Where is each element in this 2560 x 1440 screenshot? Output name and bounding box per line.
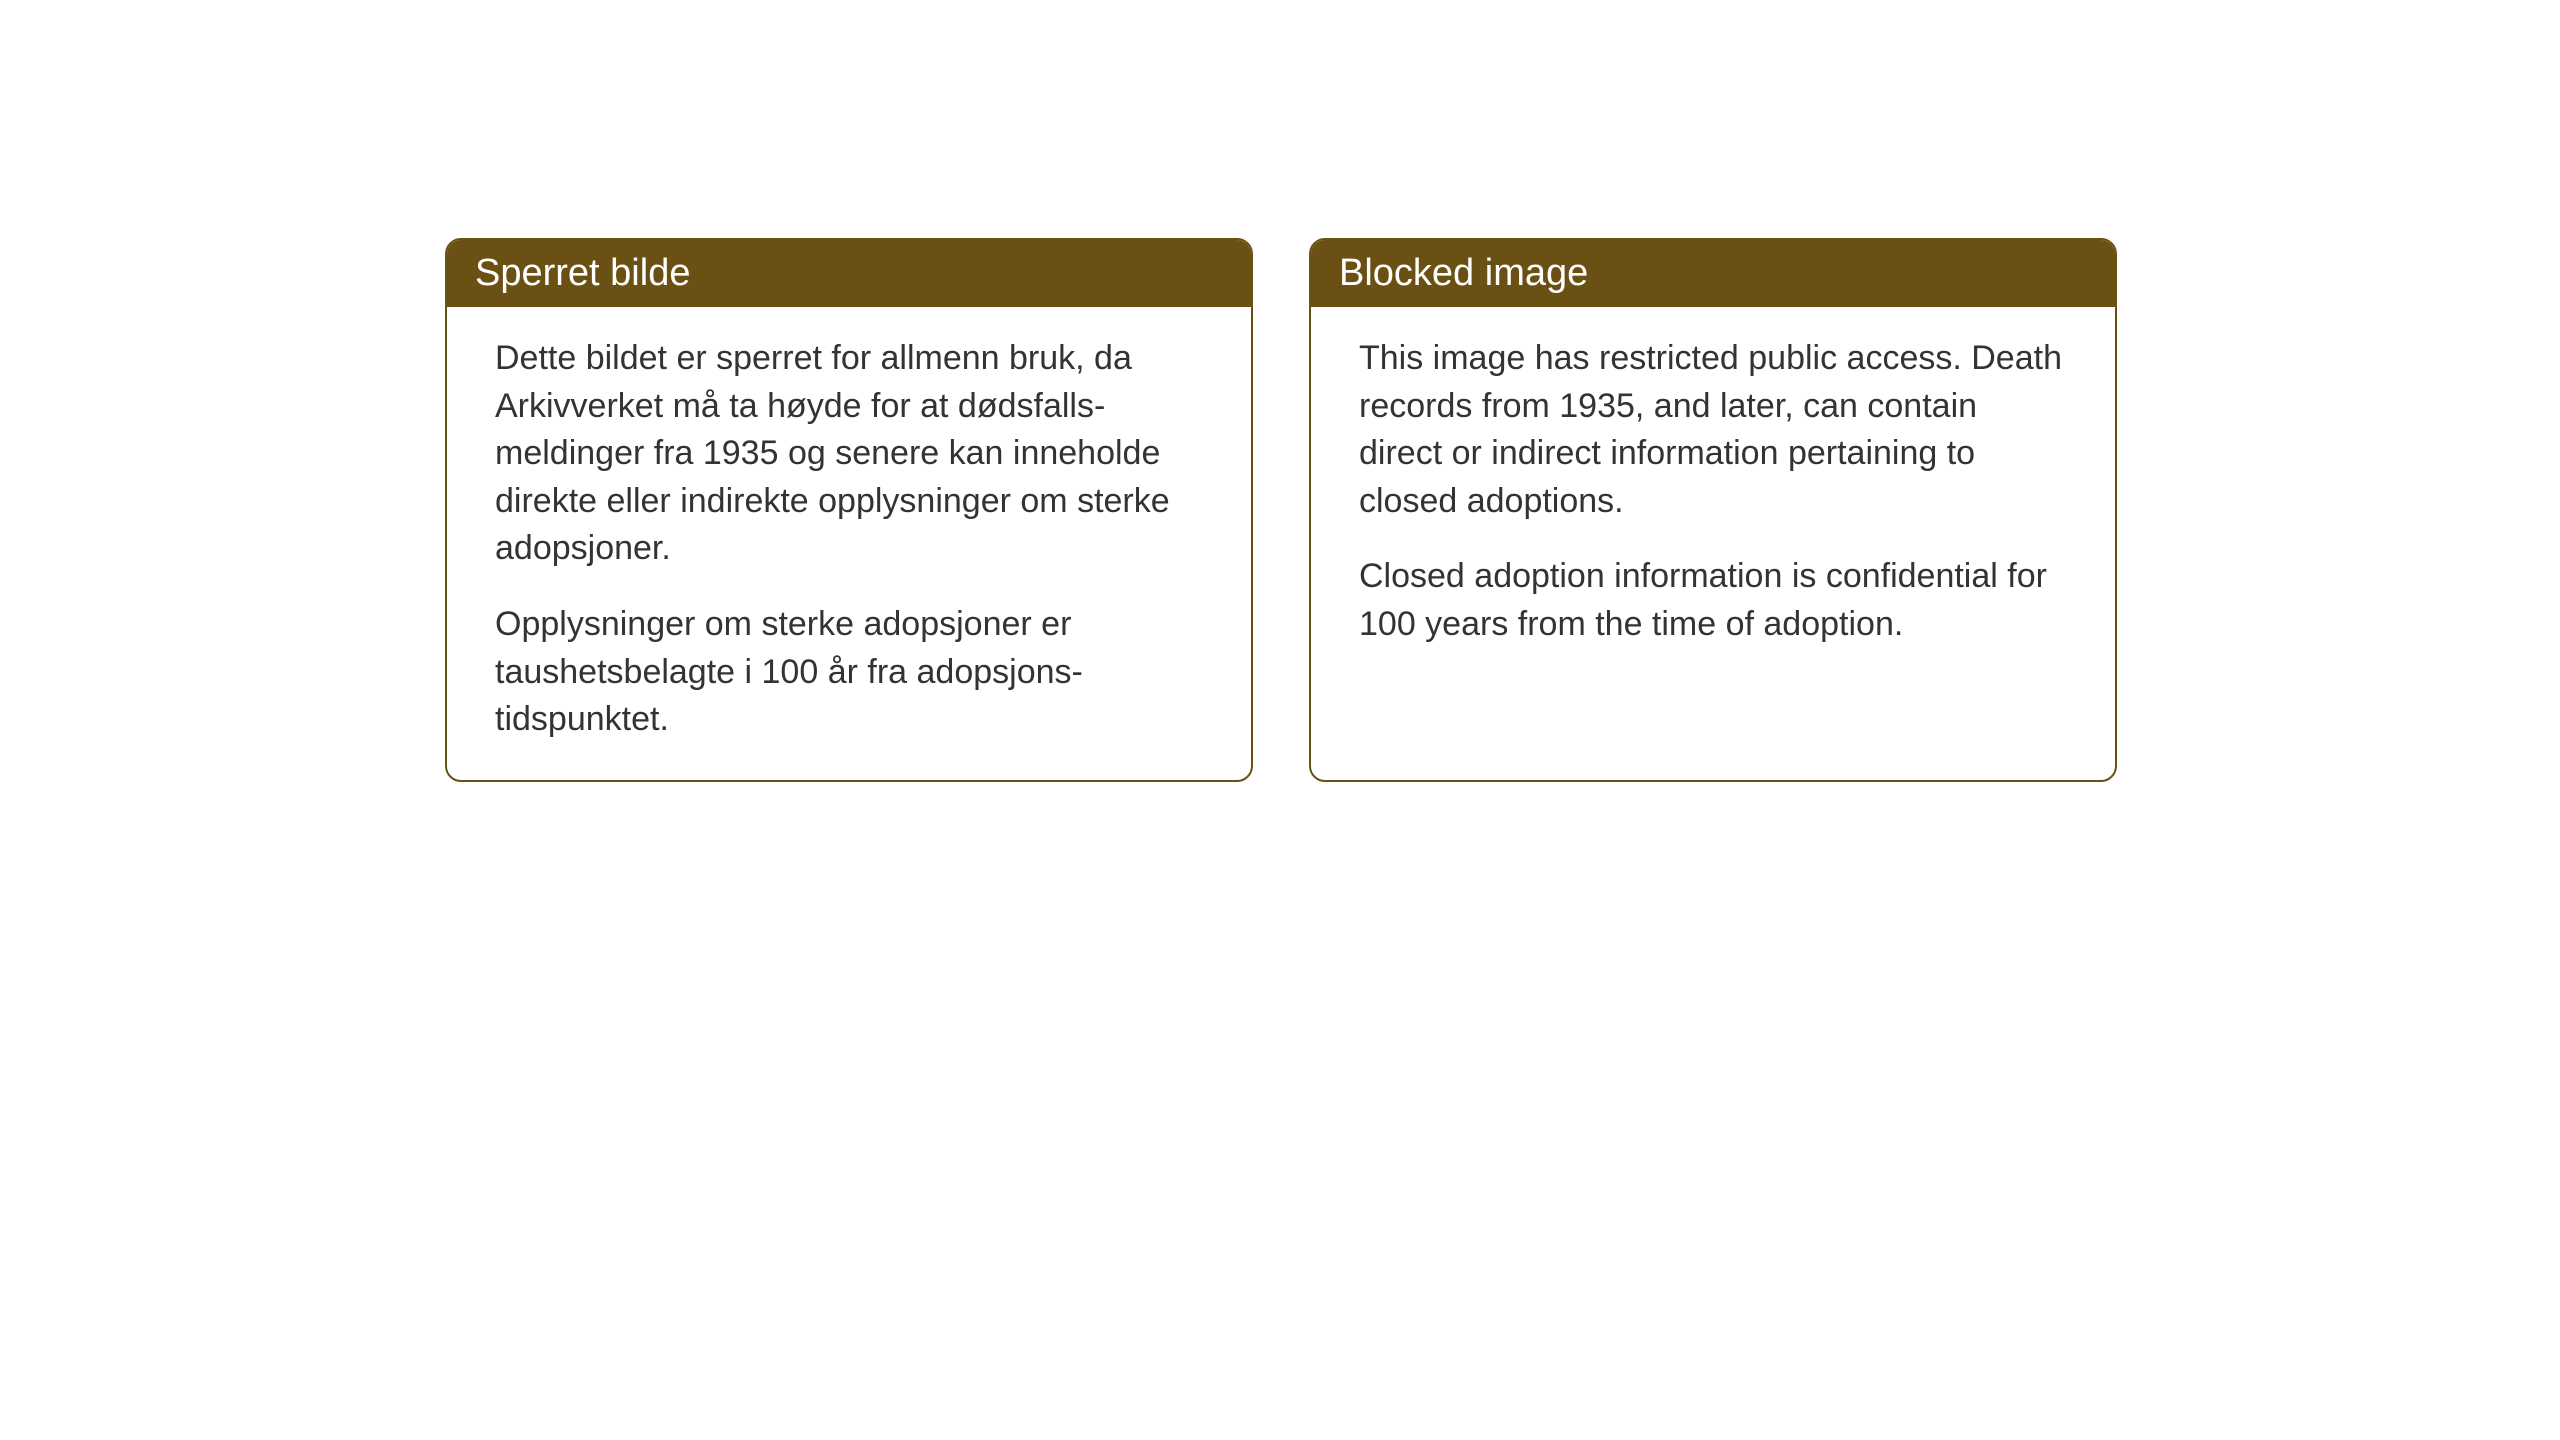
card-english: Blocked image This image has restricted … [1309, 238, 2117, 782]
card-english-paragraph-2: Closed adoption information is confident… [1359, 553, 2067, 648]
cards-container: Sperret bilde Dette bildet er sperret fo… [445, 238, 2117, 782]
card-english-header: Blocked image [1311, 240, 2115, 307]
card-norwegian: Sperret bilde Dette bildet er sperret fo… [445, 238, 1253, 782]
card-norwegian-header: Sperret bilde [447, 240, 1251, 307]
card-norwegian-paragraph-1: Dette bildet er sperret for allmenn bruk… [495, 335, 1203, 573]
card-english-title: Blocked image [1339, 252, 1588, 294]
card-norwegian-body: Dette bildet er sperret for allmenn bruk… [447, 307, 1251, 780]
card-norwegian-title: Sperret bilde [475, 252, 690, 294]
card-english-body: This image has restricted public access.… [1311, 307, 2115, 685]
card-norwegian-paragraph-2: Opplysninger om sterke adopsjoner er tau… [495, 601, 1203, 744]
card-english-paragraph-1: This image has restricted public access.… [1359, 335, 2067, 525]
